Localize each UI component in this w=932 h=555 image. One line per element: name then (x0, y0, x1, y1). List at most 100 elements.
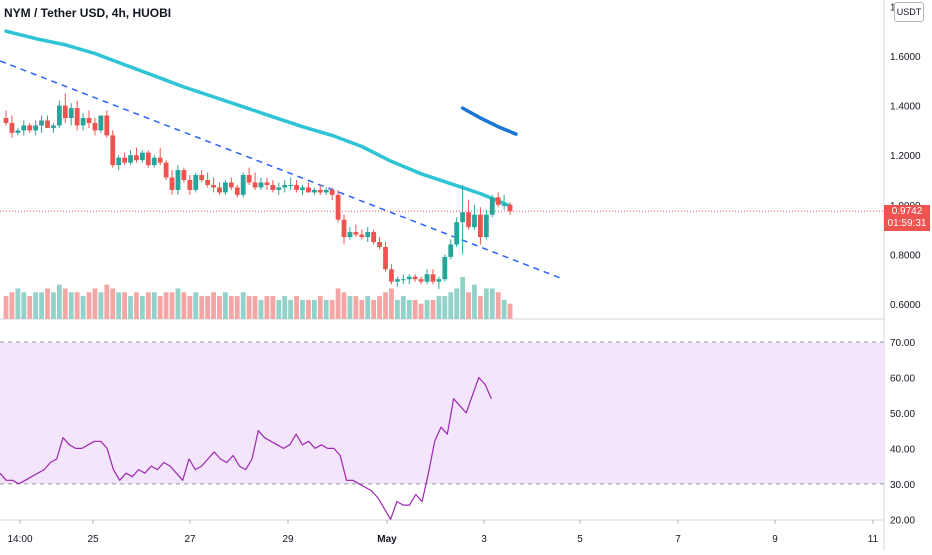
candle-body (51, 125, 56, 128)
candle-body (311, 189, 317, 193)
rsi-tick-label: 30.00 (890, 480, 915, 491)
candle (400, 274, 406, 285)
candle (134, 147, 139, 163)
candle-body (489, 197, 495, 215)
candle-body (353, 232, 359, 235)
candle-body (389, 269, 394, 282)
candle (501, 194, 507, 210)
candle-body (223, 182, 228, 193)
volume-bar (9, 292, 15, 319)
volume-bar (139, 296, 145, 319)
candle (122, 152, 127, 166)
time-tick-label: 5 (577, 534, 583, 545)
volume-bar (282, 296, 288, 319)
candle (495, 192, 501, 208)
candle-body (448, 244, 454, 257)
candle (39, 115, 44, 133)
candle (300, 184, 305, 195)
candle-body (187, 180, 193, 190)
candle (507, 202, 513, 215)
candle (359, 229, 365, 240)
candle (424, 269, 430, 285)
candle-body (134, 155, 139, 161)
candle-body (335, 194, 341, 220)
rsi-tick-label: 20.00 (890, 515, 915, 526)
candle (276, 182, 282, 195)
volume-bar (406, 299, 412, 319)
candle-body (74, 108, 80, 126)
volume-bar (430, 299, 436, 319)
candle-body (211, 184, 216, 188)
candle (311, 187, 317, 195)
candle (377, 237, 382, 250)
volume-bar (175, 288, 181, 319)
volume-bar (199, 296, 205, 319)
candle-body (104, 115, 110, 136)
candle-body (371, 232, 377, 242)
candle (436, 276, 442, 290)
rsi-tick-label: 40.00 (890, 444, 915, 455)
time-tick-label: 9 (772, 534, 778, 545)
candle-body (418, 279, 424, 282)
price-tick-label: 1.2000 (890, 151, 921, 162)
volume-bar (483, 288, 489, 319)
volume-bar (365, 296, 371, 319)
currency-badge[interactable]: USDT (894, 2, 924, 22)
candle-body (495, 197, 501, 205)
candle (151, 155, 157, 168)
volume-bar (371, 299, 377, 319)
volume-bar (424, 299, 430, 319)
volume-bar (33, 292, 39, 319)
volume-bar (39, 292, 44, 319)
candle-body (62, 105, 68, 118)
volume-bar (276, 299, 282, 319)
candle-body (56, 105, 62, 126)
candle (454, 217, 460, 247)
candle (9, 115, 15, 138)
candle (460, 184, 466, 255)
candle-body (246, 175, 252, 183)
candle (51, 122, 56, 133)
candle (157, 147, 163, 166)
price-tick-label: 1.6000 (890, 52, 921, 63)
candle (353, 224, 359, 238)
price-tick-label: 0.6000 (890, 300, 921, 311)
candle (217, 182, 222, 195)
candle (27, 122, 33, 133)
candle-body (507, 204, 513, 212)
volume-bar (205, 296, 211, 319)
candle (478, 207, 483, 245)
candle-body (306, 187, 311, 193)
candle (306, 182, 311, 193)
candle (228, 177, 234, 190)
candle-body (282, 184, 288, 188)
rsi-band (0, 342, 884, 484)
candle-body (92, 122, 98, 131)
candle (252, 172, 258, 190)
candle-body (383, 246, 388, 270)
candle-body (193, 175, 199, 190)
candle (104, 110, 110, 138)
volume-bar (258, 299, 264, 319)
volume-bar (45, 288, 50, 319)
candle-body (98, 115, 104, 131)
volume-bar (507, 303, 513, 319)
candle-body (151, 157, 157, 166)
candle (187, 175, 193, 195)
candle (205, 172, 211, 188)
candle (483, 209, 489, 240)
candle-body (430, 274, 436, 282)
candle (175, 165, 181, 195)
candle-body (240, 175, 246, 195)
candle-body (460, 212, 466, 223)
candle (68, 103, 74, 126)
candle-body (252, 182, 258, 188)
candle (371, 229, 377, 245)
candle-body (234, 187, 240, 195)
volume-bar (110, 288, 116, 319)
candle-body (157, 157, 163, 163)
candle (383, 242, 388, 272)
volume-bar (341, 292, 347, 319)
volume-bar (27, 296, 33, 319)
